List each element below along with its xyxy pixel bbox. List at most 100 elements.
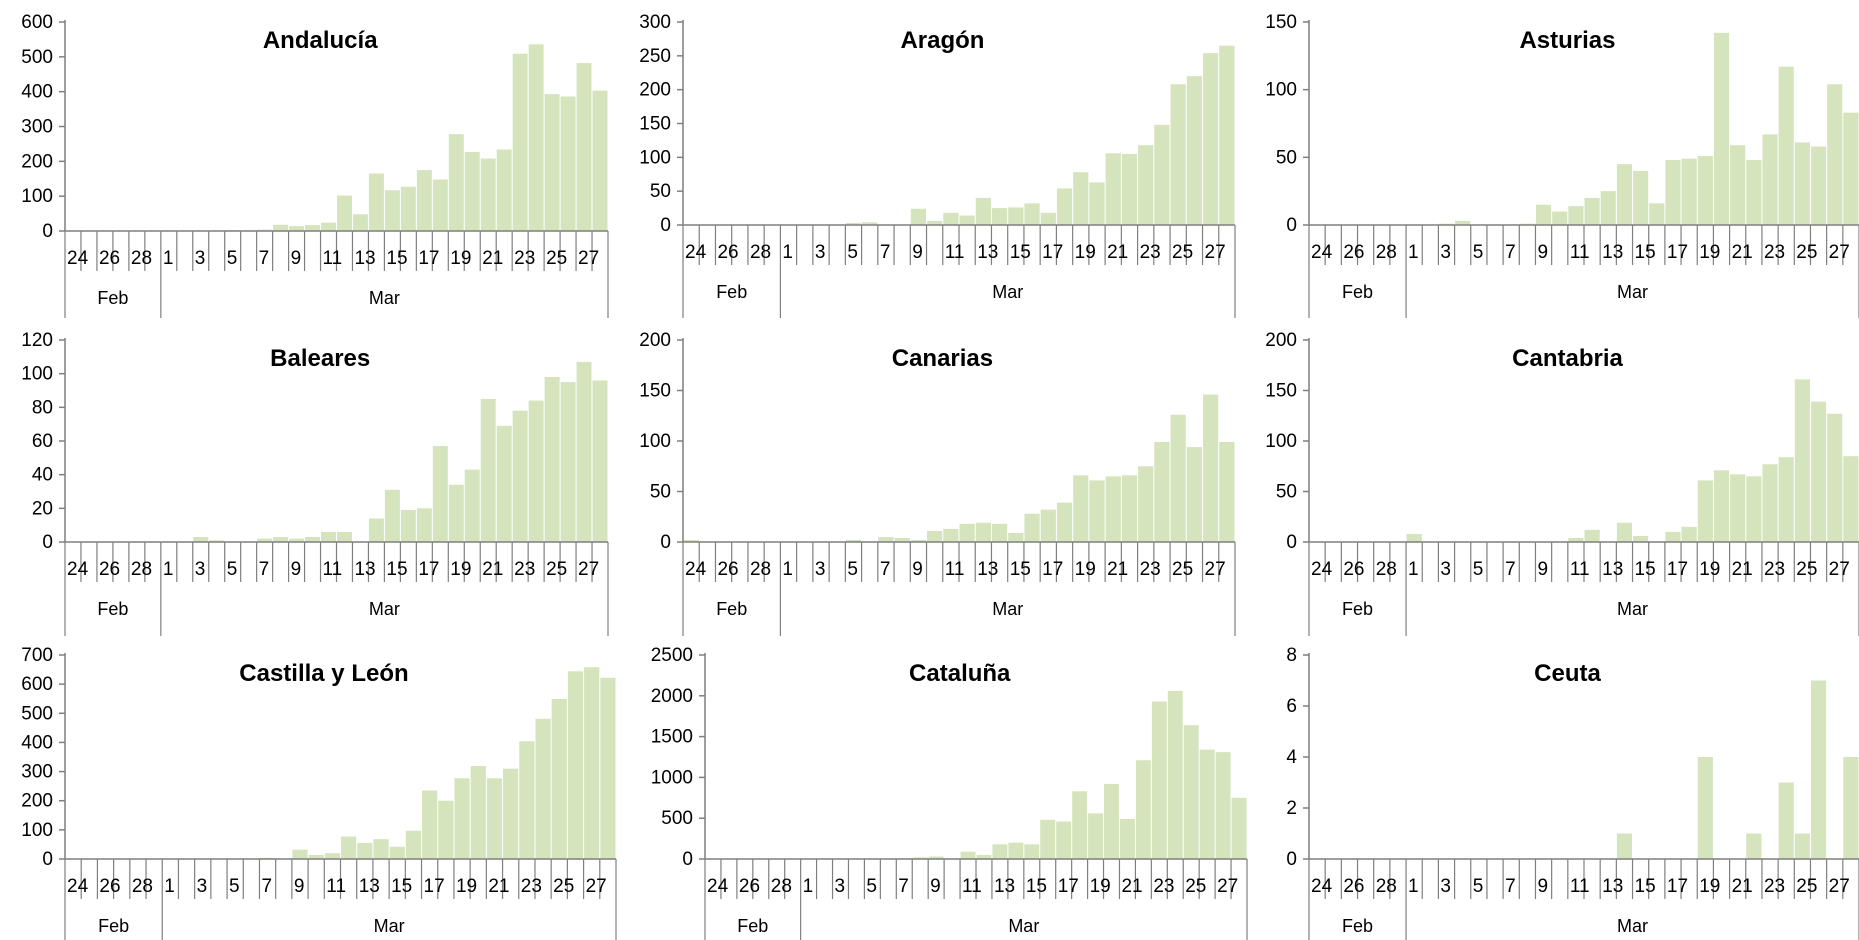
x-tick-label: 17 xyxy=(1058,876,1079,897)
x-tick-label: 5 xyxy=(227,248,238,269)
month-label: Mar xyxy=(992,282,1023,302)
y-tick-label: 100 xyxy=(21,186,53,207)
x-tick-label: 28 xyxy=(750,559,771,580)
chart-title: Baleares xyxy=(270,345,370,372)
bar xyxy=(943,529,958,542)
bar xyxy=(519,741,534,859)
y-tick-label: 400 xyxy=(21,732,53,753)
y-tick-label: 4 xyxy=(1286,747,1297,768)
x-tick-label: 26 xyxy=(1343,559,1364,580)
x-tick-label: 24 xyxy=(685,559,707,580)
bar xyxy=(465,152,480,231)
y-tick-label: 0 xyxy=(1286,532,1297,553)
x-tick-label: 15 xyxy=(386,559,407,580)
y-tick-label: 2000 xyxy=(651,686,693,707)
y-tick-label: 60 xyxy=(32,431,53,452)
x-tick-label: 17 xyxy=(1667,242,1688,263)
bar xyxy=(577,362,592,542)
bar xyxy=(1187,76,1202,225)
bar xyxy=(1136,760,1151,859)
bar xyxy=(497,426,512,542)
bar xyxy=(1795,834,1810,860)
bar xyxy=(1746,160,1761,225)
x-tick-label: 17 xyxy=(1667,559,1688,580)
x-tick-label: 3 xyxy=(1440,242,1451,263)
bar xyxy=(568,671,583,859)
bar xyxy=(481,399,496,542)
x-tick-label: 3 xyxy=(1440,559,1451,580)
bar xyxy=(545,94,560,231)
x-tick-label: 23 xyxy=(1140,242,1161,263)
bar xyxy=(503,769,518,859)
x-tick-label: 3 xyxy=(815,559,826,580)
x-tick-label: 19 xyxy=(450,559,471,580)
x-tick-label: 9 xyxy=(291,248,302,269)
x-tick-label: 24 xyxy=(1311,876,1333,897)
x-tick-label: 3 xyxy=(195,559,206,580)
x-tick-label: 19 xyxy=(1075,559,1096,580)
bar xyxy=(1665,532,1680,542)
bar xyxy=(1106,476,1121,542)
bar xyxy=(1024,844,1039,859)
y-tick-label: 150 xyxy=(639,114,671,135)
x-tick-label: 21 xyxy=(1107,242,1128,263)
x-tick-label: 27 xyxy=(586,876,607,897)
bar xyxy=(1601,191,1616,225)
x-tick-label: 28 xyxy=(131,248,152,269)
bar xyxy=(1698,757,1713,859)
x-tick-label: 26 xyxy=(1343,242,1364,263)
x-tick-label: 19 xyxy=(1699,559,1720,580)
x-tick-label: 24 xyxy=(67,876,89,897)
bar xyxy=(1746,476,1761,542)
chart-title: Canarias xyxy=(892,345,993,372)
x-tick-label: 1 xyxy=(782,242,793,263)
y-tick-label: 20 xyxy=(32,498,53,519)
bar xyxy=(1120,819,1135,859)
bar xyxy=(357,843,372,859)
x-tick-label: 7 xyxy=(261,876,272,897)
bar xyxy=(1730,474,1745,542)
x-tick-label: 11 xyxy=(945,242,965,263)
chart-title: Aragón xyxy=(900,27,984,54)
bar xyxy=(976,523,991,542)
chart-svg: 010020030040050060070024 26 28 1 3 5 7 9 11 13 15 1… xyxy=(0,636,620,940)
bar xyxy=(1138,145,1153,225)
bar xyxy=(337,532,352,542)
x-tick-label: 23 xyxy=(514,559,535,580)
bar xyxy=(1762,464,1777,542)
bar xyxy=(561,97,576,231)
y-tick-label: 1500 xyxy=(651,727,693,748)
bar xyxy=(1168,691,1183,859)
bar xyxy=(1154,125,1169,225)
bar xyxy=(1024,203,1039,225)
x-tick-label: 26 xyxy=(717,559,738,580)
bar xyxy=(1106,153,1121,225)
x-tick-label: 19 xyxy=(450,248,471,269)
y-tick-label: 8 xyxy=(1286,645,1297,666)
month-label: Feb xyxy=(737,916,768,936)
x-tick-label: 27 xyxy=(578,559,599,580)
x-tick-label: 9 xyxy=(294,876,305,897)
bar xyxy=(976,198,991,225)
y-tick-label: 200 xyxy=(21,151,53,172)
bar xyxy=(373,839,388,859)
x-tick-label: 7 xyxy=(1505,559,1516,580)
x-tick-label: 15 xyxy=(1010,242,1031,263)
x-tick-label: 5 xyxy=(847,559,858,580)
chart-title: Asturias xyxy=(1519,27,1615,54)
x-tick-label: 9 xyxy=(291,559,302,580)
bar xyxy=(353,214,368,231)
x-tick-label: 17 xyxy=(418,248,439,269)
month-label: Feb xyxy=(716,599,747,619)
x-tick-label: 3 xyxy=(1440,876,1451,897)
bar xyxy=(1122,154,1137,225)
bar xyxy=(1811,402,1826,542)
bar xyxy=(369,518,384,542)
chart-svg: 0246824 26 28 1 3 5 7 9 11 13 15 17 19 21 23 25 27Feb Mar… xyxy=(1255,636,1859,940)
bar xyxy=(911,209,926,225)
x-tick-label: 15 xyxy=(391,876,412,897)
bar xyxy=(577,63,592,231)
chart-title: Andalucía xyxy=(263,27,378,54)
bar xyxy=(1811,681,1826,860)
